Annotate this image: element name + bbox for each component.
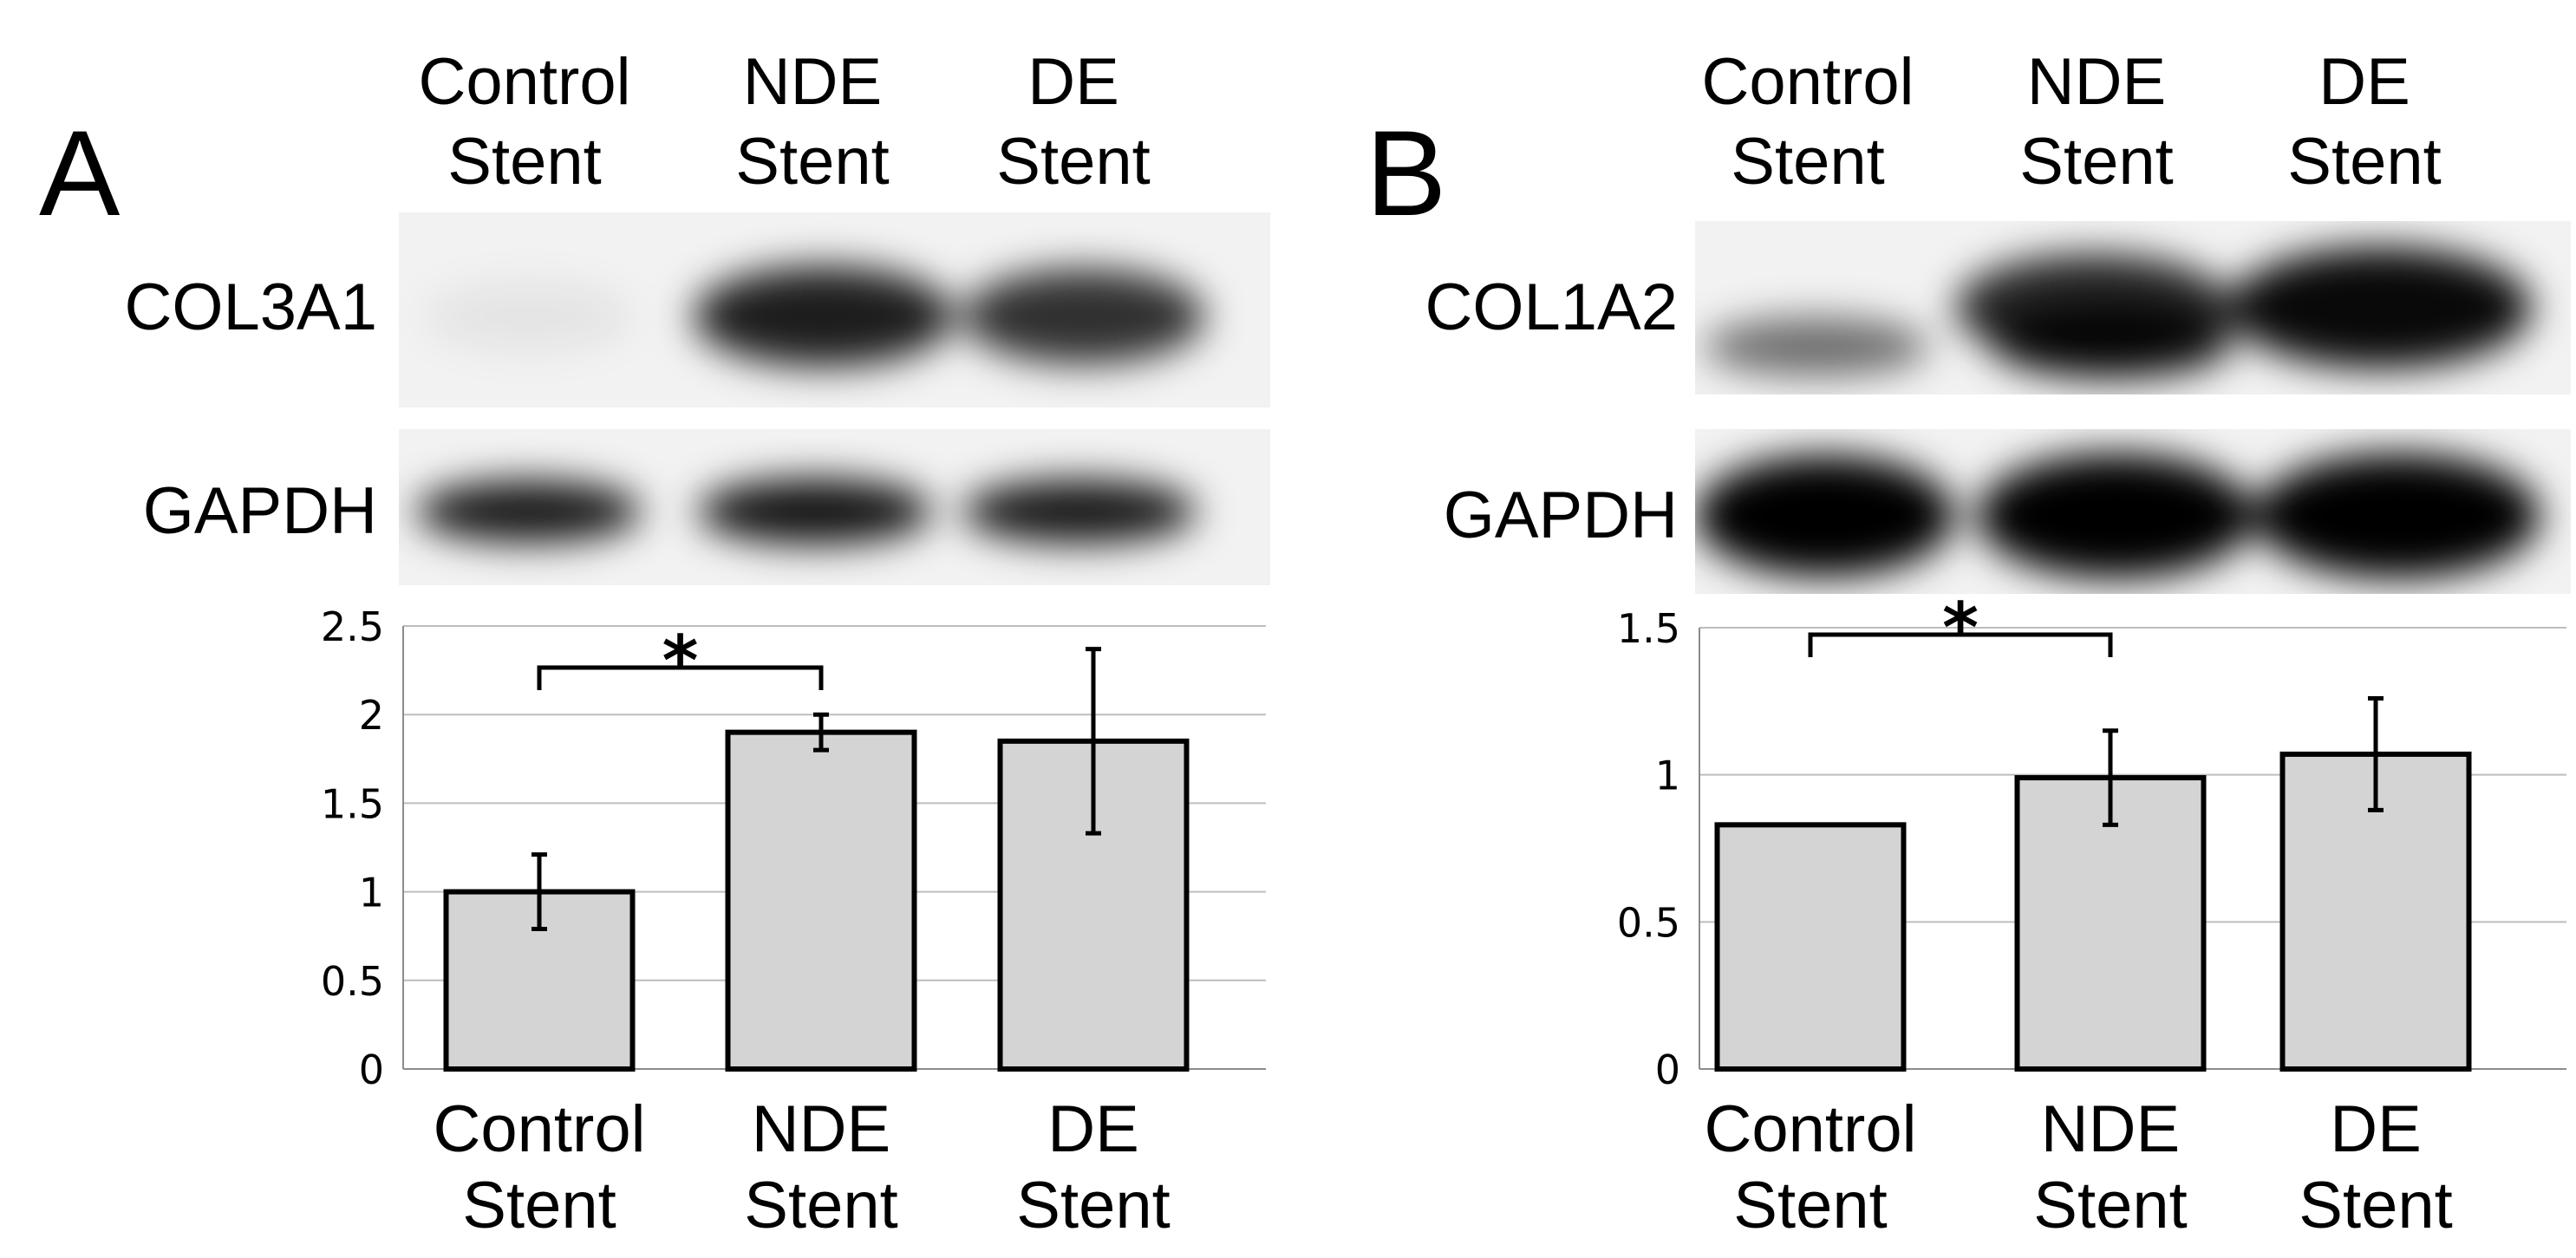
bar xyxy=(725,729,917,1072)
x-tick-label: DE xyxy=(2330,1092,2422,1166)
blot-gapdh-b: GAPDH xyxy=(1444,429,2571,594)
lane-label-nde-2: Stent xyxy=(735,125,889,199)
y-tick-label: 0.5 xyxy=(321,958,384,1005)
panel-b-letter: B xyxy=(1366,105,1446,241)
y-tick-label: 1 xyxy=(1655,753,1680,799)
x-tick-label: Control xyxy=(1705,1092,1917,1166)
blot-row-label: GAPDH xyxy=(143,474,377,548)
lane-label-nde-2: Stent xyxy=(2019,125,2173,199)
lane-label-nde: NDE xyxy=(743,45,882,119)
lane-label-control: Control xyxy=(419,45,631,119)
blot-gapdh-a: GAPDH xyxy=(143,429,1270,585)
blot-col3a1: COL3A1 xyxy=(125,212,1270,407)
panel-b: B Control Stent NDE Stent DE Stent COL1A… xyxy=(1366,45,2571,1242)
lane-label-de: DE xyxy=(1027,45,1119,119)
blot-band xyxy=(1977,453,2254,578)
blot-band xyxy=(2228,247,2532,368)
y-tick-label: 2 xyxy=(359,692,384,739)
blot-band xyxy=(425,282,633,351)
significance-bracket xyxy=(537,665,824,690)
y-tick-label: 1.5 xyxy=(1617,605,1680,652)
y-tick-label: 0.5 xyxy=(1617,899,1680,946)
lane-label-control-2: Stent xyxy=(447,125,601,199)
bar xyxy=(1714,822,1907,1072)
x-tick-label: Stent xyxy=(2033,1169,2187,1242)
y-tick-label: 0 xyxy=(1655,1046,1680,1093)
blot-col1a2: COL1A2 xyxy=(1425,221,2571,394)
lane-label-nde: NDE xyxy=(2027,45,2166,119)
y-tick-label: 0 xyxy=(359,1046,384,1093)
blot-band xyxy=(1695,455,1955,577)
significance-marker: * xyxy=(662,621,699,701)
significance-bracket xyxy=(1808,632,2113,657)
lane-label-de-2: Stent xyxy=(996,125,1150,199)
lane-label-control: Control xyxy=(1702,45,1914,119)
panel-a: A Control Stent NDE Stent DE Stent COL3A… xyxy=(39,45,1270,1242)
blot-band xyxy=(962,479,1197,544)
blot-band xyxy=(1704,317,1929,376)
blot-band xyxy=(2254,453,2540,578)
blot-row-label: COL1A2 xyxy=(1425,271,1679,344)
panel-a-letter: A xyxy=(39,105,121,241)
x-tick-label: Stent xyxy=(744,1169,897,1242)
blot-band xyxy=(698,479,932,544)
blot-row-label: GAPDH xyxy=(1444,479,1678,552)
x-tick-label: Control xyxy=(434,1092,646,1166)
blot-band xyxy=(694,266,954,367)
lane-label-de-2: Stent xyxy=(2287,125,2441,199)
lane-label-de: DE xyxy=(2318,45,2410,119)
x-tick-label: Stent xyxy=(2299,1169,2452,1242)
y-tick-label: 1.5 xyxy=(321,780,384,827)
blot-row-label: COL3A1 xyxy=(125,271,378,344)
lane-label-control-2: Stent xyxy=(1731,125,1884,199)
x-tick-label: Stent xyxy=(1016,1169,1170,1242)
panel-b-lane-labels: Control Stent NDE Stent DE Stent xyxy=(1702,45,2442,199)
x-tick-label: NDE xyxy=(752,1092,890,1166)
x-tick-label: DE xyxy=(1047,1092,1139,1166)
y-tick-label: 1 xyxy=(359,870,384,916)
blot-band xyxy=(416,480,642,543)
blot-band xyxy=(1990,306,2233,379)
panel-a-lane-labels: Control Stent NDE Stent DE Stent xyxy=(419,45,1151,199)
bar xyxy=(443,889,636,1072)
y-tick-label: 2.5 xyxy=(321,603,384,650)
x-tick-label: NDE xyxy=(2041,1092,2180,1166)
x-tick-label: Stent xyxy=(462,1169,616,1242)
x-tick-label: Stent xyxy=(1733,1169,1887,1242)
significance-marker: * xyxy=(1942,588,1979,668)
blot-band xyxy=(962,269,1205,364)
